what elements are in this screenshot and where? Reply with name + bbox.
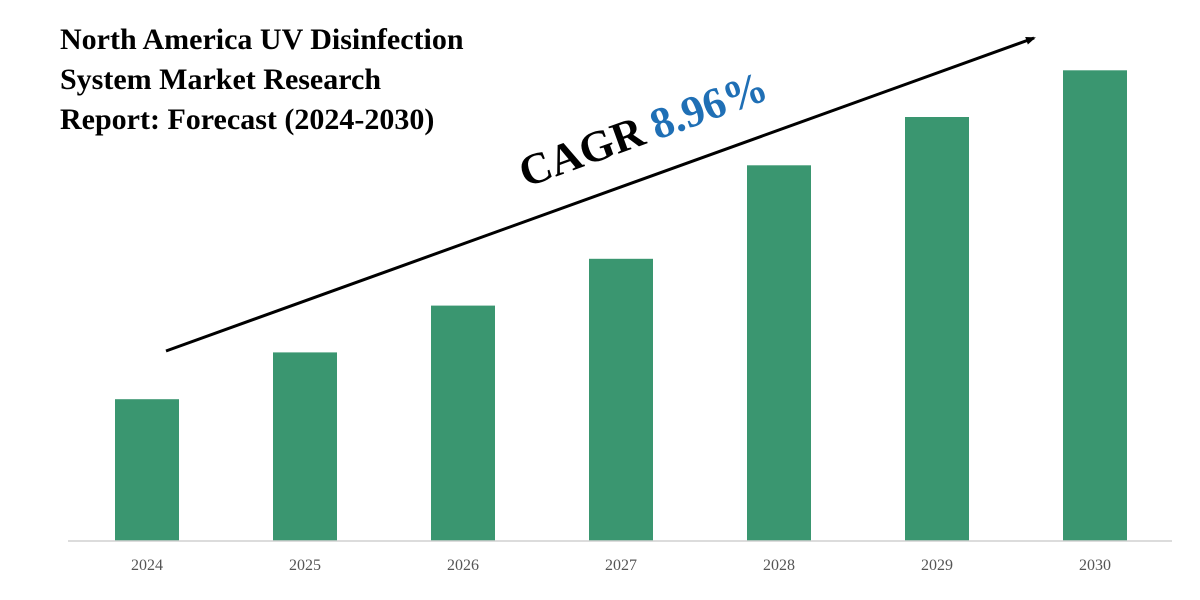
chart-title-line-1: North America UV Disinfection <box>60 23 464 56</box>
chart-title-line-3: Report: Forecast (2024-2030) <box>60 103 435 136</box>
chart-title: North America UV Disinfection System Mar… <box>60 20 580 140</box>
x-tick-label-2025: 2025 <box>289 557 321 574</box>
bar-2026 <box>431 305 495 541</box>
bar-2027 <box>589 258 653 541</box>
x-tick-label-2027: 2027 <box>605 557 637 574</box>
chart-title-line-2: System Market Research <box>60 63 382 96</box>
bar-2024 <box>115 399 179 541</box>
bar-2029 <box>905 117 969 541</box>
x-tick-label-2028: 2028 <box>763 557 795 574</box>
x-tick-label-2029: 2029 <box>921 557 953 574</box>
bar-2028 <box>747 165 811 542</box>
x-axis-tick-labels: 2024 2025 2026 2027 2028 2029 2030 <box>131 557 1111 574</box>
x-tick-label-2026: 2026 <box>447 557 479 574</box>
bar-2025 <box>273 352 337 541</box>
x-tick-label-2030: 2030 <box>1079 557 1111 574</box>
bar-series <box>115 70 1127 542</box>
x-tick-label-2024: 2024 <box>131 557 163 574</box>
growth-trend-arrow <box>165 36 1036 353</box>
bar-2030 <box>1063 70 1127 542</box>
